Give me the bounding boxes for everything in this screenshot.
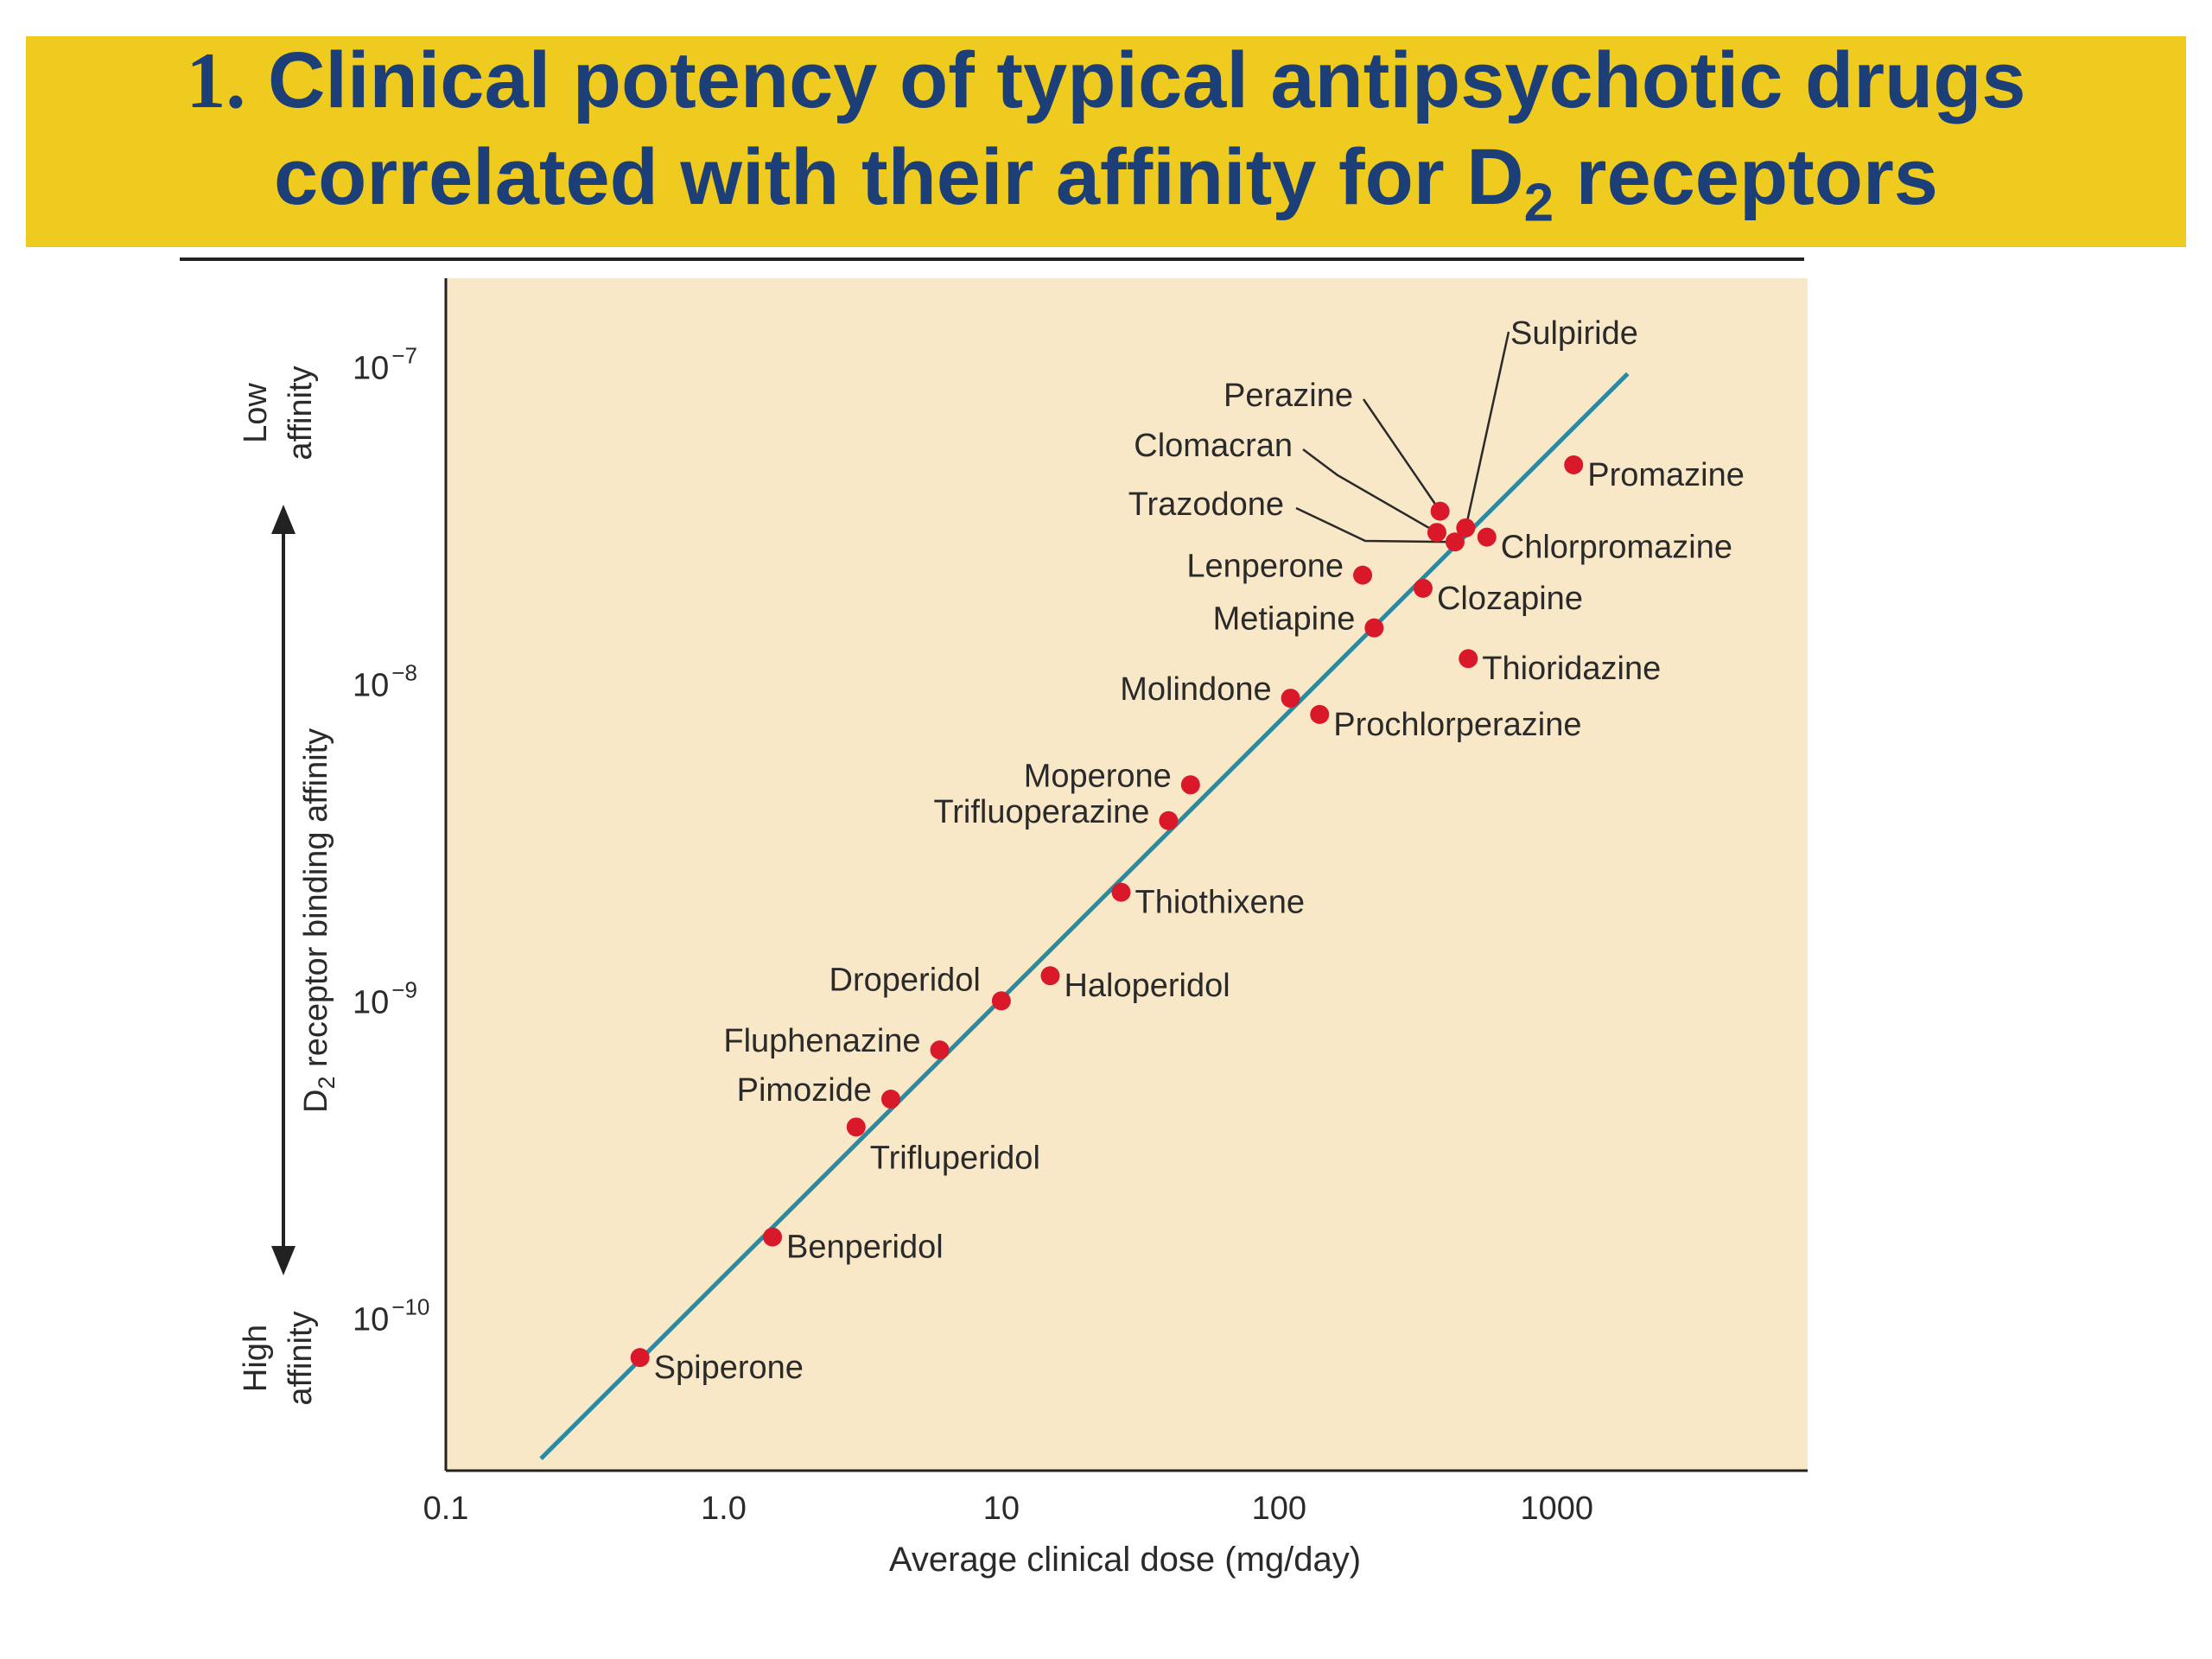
label-fluphenazine: Fluphenazine [723,1023,920,1059]
point-sulpiride [1456,518,1476,537]
point-thiothixene [1111,882,1131,902]
point-clomacran [1427,523,1446,543]
label-lenperone: Lenperone [1186,549,1344,585]
high-affinity-word-1: High [238,1325,274,1392]
x-axis-label: Average clinical dose (mg/day) [889,1541,1361,1579]
point-pimozide [880,1089,900,1109]
label-thiothixene: Thiothixene [1135,885,1305,921]
title-banner: 1. Clinical potency of typical antipsych… [26,36,2186,247]
x-tick-label: 0.1 [423,1491,469,1527]
title-line-2: correlated with their affinity for D2 re… [274,129,1938,251]
label-trazodone: Trazodone [1128,486,1284,523]
y-tick-label: 10 −8 [353,659,417,703]
title-text-1: Clinical potency of typical antipsychoti… [267,35,2026,124]
point-haloperidol [1040,966,1060,986]
leader-lines [1295,331,1510,543]
label-haloperidol: Haloperidol [1064,968,1230,1004]
label-chlorpromazine: Chlorpromazine [1501,530,1732,566]
label-sulpiride: Sulpiride [1510,315,1638,352]
x-tick-label: 1000 [1520,1491,1593,1527]
leader-trazodone [1295,506,1455,543]
title-number: 1. [186,35,246,124]
low-affinity-word-1: Low [238,383,274,443]
point-promazine [1564,454,1584,474]
affinity-arrow-up-head [271,505,296,534]
point-trifluperidol [846,1117,866,1137]
label-promazine: Promazine [1587,457,1745,493]
y-tick-label: 10 −10 [353,1294,429,1338]
title-subscript: 2 [1523,173,1554,233]
x-tick-label: 1.0 [701,1491,747,1527]
label-prochlorperazine: Prochlorperazine [1333,707,1581,743]
high-affinity-word-2: affinity [283,1311,319,1405]
leader-perazine [1362,398,1441,512]
point-trazodone [1445,532,1465,552]
label-benperidol: Benperidol [786,1230,944,1266]
point-prochlorperazine [1310,704,1330,724]
point-perazine [1430,501,1450,521]
label-trifluperidol: Trifluperidol [870,1140,1040,1176]
label-droperidol: Droperidol [830,962,981,998]
point-thioridazine [1459,649,1478,669]
point-spiperone [630,1348,650,1368]
point-clozapine [1413,578,1433,598]
y-axis-label: D2 receptor binding affinity [298,728,340,1113]
point-molindone [1281,689,1300,709]
point-chlorpromazine [1477,527,1497,547]
label-molindone: Molindone [1120,671,1271,708]
leader-sulpiride [1465,331,1510,529]
x-tick-label: 100 [1252,1491,1306,1527]
y-tick-labels: 10−7 10−8 10−9 10−10 [353,342,429,1338]
y-tick-label: 10 −7 [353,342,417,386]
point-metiapine [1364,618,1384,638]
x-tick-label: 10 [983,1491,1020,1527]
label-metiapine: Metiapine [1213,601,1356,638]
point-droperidol [991,991,1011,1011]
y-tick-label: 10 −9 [353,976,417,1020]
label-perazine: Perazine [1224,378,1353,414]
affinity-arrow-down-head [271,1246,296,1275]
label-trifluoperazine: Trifluoperazine [933,794,1149,830]
title-line-1: 1. Clinical potency of typical antipsych… [186,32,2025,129]
label-clomacran: Clomacran [1134,428,1293,464]
title-text-2-prefix: correlated with their affinity for D [274,132,1524,221]
label-clozapine: Clozapine [1437,581,1583,617]
x-tick-labels: 0.1 1.0 10 100 1000 [423,1491,1593,1527]
point-benperidol [763,1227,783,1247]
title-divider [180,257,1804,261]
point-moperone [1180,775,1200,795]
trend-line [539,372,1630,1460]
point-lenperone [1353,565,1373,585]
points-layer [630,454,1584,1368]
trend-layer [539,372,1630,1460]
label-moperone: Moperone [1024,758,1172,794]
label-pimozide: Pimozide [737,1072,872,1109]
point-labels: Spiperone Benperidol Trifluperidol Pimozide… [654,315,1745,1386]
low-affinity-word-2: affinity [283,365,319,460]
label-spiperone: Spiperone [654,1350,804,1386]
point-fluphenazine [930,1040,950,1060]
label-thioridazine: Thioridazine [1482,651,1661,687]
title-text-2-suffix: receptors [1554,132,1938,221]
point-trifluoperazine [1159,810,1179,830]
leader-clomacran [1302,448,1438,534]
